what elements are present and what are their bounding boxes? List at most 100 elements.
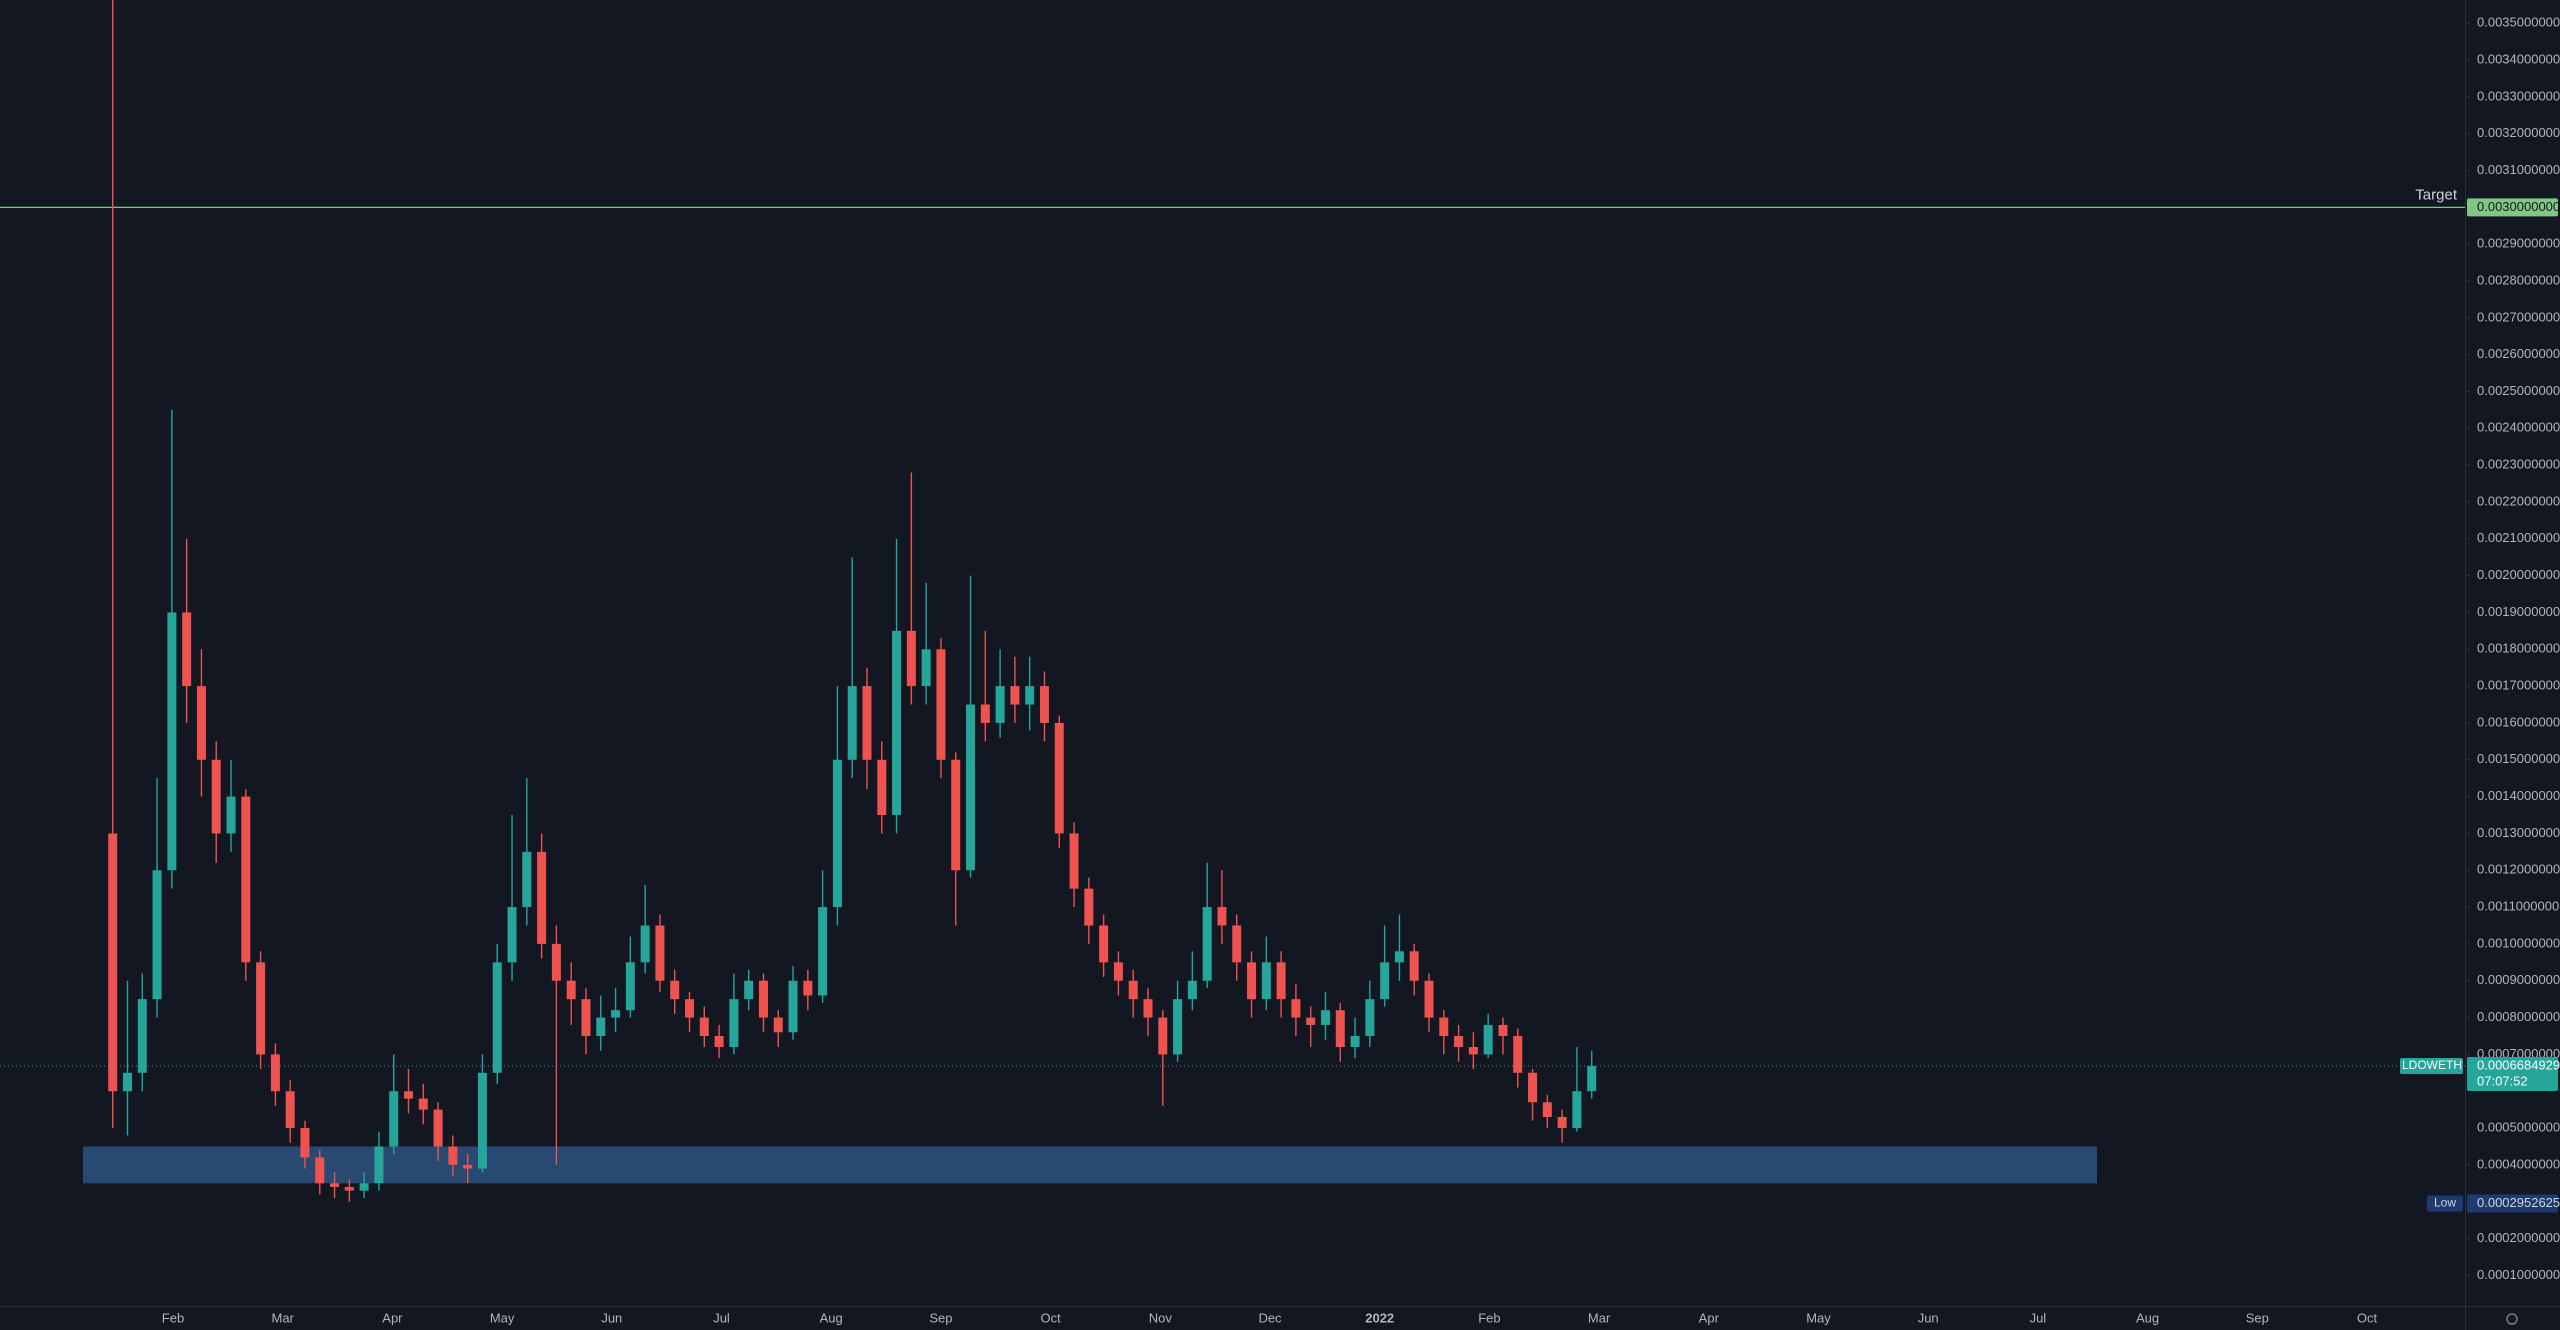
- symbol-label: LDOWETH: [2402, 1058, 2462, 1072]
- candle-body: [581, 999, 591, 1036]
- candle-body: [404, 1091, 413, 1099]
- candle-body: [758, 980, 768, 1018]
- y-tick-label: 0.0033000000: [2477, 88, 2560, 103]
- y-tick-label: 0.0017000000: [2477, 678, 2560, 693]
- candle-body: [1350, 1035, 1360, 1048]
- candle-body: [788, 980, 798, 1033]
- candle-body: [1276, 962, 1286, 1000]
- candle-body: [152, 870, 162, 1000]
- x-tick-label: Feb: [1478, 1310, 1500, 1325]
- candle-body: [1158, 1017, 1168, 1055]
- candle-body: [818, 907, 828, 996]
- candle-body: [1572, 1091, 1582, 1129]
- candle-body: [877, 759, 887, 816]
- candle-body: [182, 612, 192, 687]
- candle-body: [433, 1109, 443, 1147]
- candle-body: [492, 962, 502, 1073]
- settings-gear[interactable]: [2506, 1313, 2518, 1325]
- candle-body: [611, 1010, 621, 1018]
- candle-body: [1173, 999, 1183, 1055]
- y-tick-label: 0.0015000000: [2477, 751, 2560, 766]
- candle-body: [685, 999, 695, 1018]
- candle-body: [122, 1072, 132, 1092]
- y-tick-label: 0.0005000000: [2477, 1119, 2560, 1134]
- candle-body: [803, 980, 813, 996]
- last-price-label: 0.0006684929: [2477, 1057, 2560, 1072]
- low-name-label: Low: [2434, 1196, 2456, 1210]
- y-tick-label: 0.0002000000: [2477, 1230, 2560, 1245]
- candle-body: [1069, 833, 1079, 889]
- y-tick-label: 0.0008000000: [2477, 1009, 2560, 1024]
- target-price-box: [2467, 198, 2558, 217]
- candle-body: [211, 759, 221, 834]
- candle-body: [906, 630, 916, 687]
- y-tick-label: 0.0029000000: [2477, 236, 2560, 251]
- y-tick-label: 0.0014000000: [2477, 788, 2560, 803]
- candle-body: [1320, 1010, 1330, 1025]
- candle-body: [566, 980, 576, 1000]
- x-tick-label: Apr: [382, 1310, 403, 1325]
- candle-body: [1202, 907, 1212, 981]
- low-name-box: [2427, 1195, 2463, 1212]
- candle-body: [1128, 980, 1138, 1000]
- candle-body: [374, 1146, 384, 1184]
- y-tick-label: 0.0035000000: [2477, 15, 2560, 30]
- y-tick-label: 0.0021000000: [2477, 530, 2560, 545]
- candle-body: [344, 1186, 354, 1191]
- candle-body: [196, 686, 206, 760]
- candle-body: [226, 796, 236, 834]
- x-tick-label: Sep: [929, 1310, 952, 1325]
- candle-body: [1528, 1072, 1538, 1103]
- candle-body: [1084, 888, 1094, 926]
- candle-body: [1217, 907, 1227, 926]
- candle-body: [463, 1164, 473, 1169]
- candle-body: [714, 1035, 724, 1048]
- candle-body: [448, 1146, 458, 1165]
- candle-body: [936, 649, 946, 760]
- candle-body: [773, 1017, 783, 1033]
- candle-body: [315, 1157, 325, 1184]
- target-price-label: 0.0030000000: [2477, 199, 2560, 214]
- candle-body: [1291, 999, 1301, 1018]
- candle-body: [1557, 1116, 1567, 1129]
- y-tick-label: 0.0022000000: [2477, 493, 2560, 508]
- candle-body: [1468, 1047, 1478, 1055]
- candle-body: [1513, 1035, 1523, 1073]
- y-tick-label: 0.0019000000: [2477, 604, 2560, 619]
- candle-body: [1306, 1017, 1316, 1025]
- candle-body: [729, 999, 739, 1048]
- candle-body: [921, 649, 931, 687]
- x-tick-label: Feb: [162, 1310, 184, 1325]
- candle-body: [832, 759, 842, 908]
- candle-body: [389, 1091, 399, 1147]
- candle-body: [1010, 686, 1020, 705]
- x-tick-label: Apr: [1699, 1310, 1720, 1325]
- candle-body: [477, 1072, 487, 1169]
- y-tick-label: 0.0016000000: [2477, 714, 2560, 729]
- candle-body: [1542, 1102, 1552, 1117]
- y-tick-label: 0.0010000000: [2477, 935, 2560, 950]
- x-tick-label: Nov: [1149, 1310, 1173, 1325]
- settings-icon[interactable]: [2506, 1313, 2518, 1325]
- candle-body: [1232, 925, 1242, 963]
- y-tick-label: 0.0031000000: [2477, 162, 2560, 177]
- candle-body: [1424, 980, 1434, 1018]
- candle-body: [167, 612, 177, 871]
- candle-body: [670, 980, 680, 1000]
- candle-body: [285, 1091, 295, 1129]
- y-tick-label: 0.0027000000: [2477, 309, 2560, 324]
- y-tick-label: 0.0032000000: [2477, 125, 2560, 140]
- candle-body: [522, 851, 532, 908]
- y-tick-label: 0.0012000000: [2477, 862, 2560, 877]
- x-tick-label: Oct: [2357, 1310, 2378, 1325]
- candle-body: [966, 704, 976, 871]
- candle-body: [699, 1017, 709, 1036]
- x-tick-label: Aug: [820, 1310, 843, 1325]
- y-tick-label: 0.0034000000: [2477, 51, 2560, 66]
- candle-body: [640, 925, 650, 963]
- x-tick-label: 2022: [1365, 1310, 1394, 1325]
- low-price-box: [2467, 1194, 2558, 1213]
- candle-body: [862, 686, 872, 760]
- x-tick-label: Aug: [2136, 1310, 2159, 1325]
